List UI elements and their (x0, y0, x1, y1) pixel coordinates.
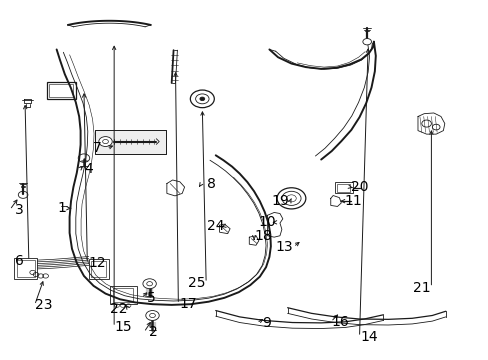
Text: 25: 25 (187, 276, 205, 290)
Text: 19: 19 (271, 194, 289, 208)
Text: 3: 3 (15, 203, 23, 217)
Text: 23: 23 (35, 298, 53, 312)
Text: 4: 4 (84, 162, 93, 176)
Text: 22: 22 (110, 302, 127, 316)
Circle shape (200, 97, 204, 100)
Text: 5: 5 (146, 291, 155, 305)
Text: 7: 7 (92, 141, 101, 155)
Text: 17: 17 (179, 297, 196, 311)
Text: 10: 10 (258, 215, 276, 229)
Text: 8: 8 (206, 176, 215, 190)
Text: 6: 6 (15, 254, 23, 268)
Text: 14: 14 (360, 330, 377, 344)
Text: 11: 11 (344, 194, 362, 208)
Text: 13: 13 (274, 240, 292, 254)
Text: 18: 18 (254, 229, 272, 243)
FancyBboxPatch shape (95, 130, 165, 154)
Circle shape (99, 136, 112, 147)
Circle shape (362, 39, 371, 45)
Text: 9: 9 (261, 316, 270, 330)
Text: 2: 2 (149, 325, 158, 339)
Text: 21: 21 (412, 280, 430, 294)
Circle shape (145, 311, 159, 320)
Text: 1: 1 (57, 201, 66, 215)
Text: 12: 12 (88, 256, 105, 270)
Text: 16: 16 (331, 315, 348, 329)
Text: 15: 15 (115, 320, 132, 334)
Circle shape (142, 279, 156, 289)
Text: 24: 24 (206, 219, 224, 233)
Text: 20: 20 (350, 180, 367, 194)
